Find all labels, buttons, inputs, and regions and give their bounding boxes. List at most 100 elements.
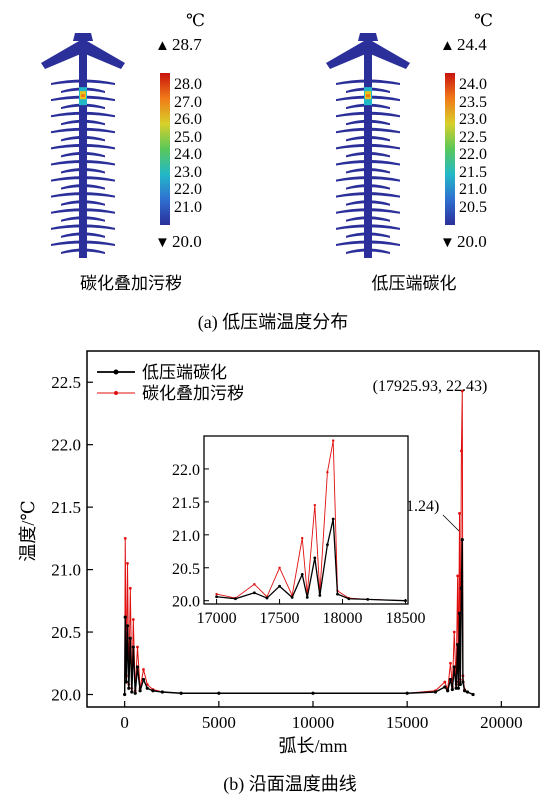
insulator-shed <box>51 192 115 198</box>
inset-x-tick-label: 18000 <box>323 610 363 627</box>
left-tick: 21.0 <box>174 199 202 216</box>
insulator-shed <box>346 151 390 158</box>
series-point <box>123 692 127 697</box>
series-point <box>124 680 128 684</box>
insulator-shed <box>61 200 105 206</box>
right-tick: 24.0 <box>459 76 487 93</box>
insulator-shed <box>51 240 115 246</box>
series-point <box>448 677 453 682</box>
legend-label-black: 低压端碳化 <box>142 363 227 382</box>
series-point <box>128 636 132 640</box>
series-point <box>125 624 130 628</box>
legend-marker-black <box>113 369 119 375</box>
right-tick: 21.5 <box>459 164 487 181</box>
insulator-shed <box>336 224 400 230</box>
left-max-label: 28.7 <box>172 35 202 54</box>
insulator-shed <box>346 135 390 142</box>
inset-y-ticks: 20.0 20.5 21.0 21.5 22.0 <box>172 462 209 611</box>
series-point <box>446 689 450 693</box>
series-point <box>215 595 218 599</box>
insulator-shed <box>61 232 105 238</box>
insulator-shed <box>61 135 105 142</box>
series-point <box>123 615 127 619</box>
series-point <box>463 689 467 693</box>
series-line <box>123 538 474 696</box>
series-point <box>151 689 155 693</box>
inset-y-tick-label: 22.0 <box>172 462 200 479</box>
insulator-right-model <box>326 33 410 258</box>
insulator-shed <box>336 208 400 214</box>
insulator-shed <box>61 168 105 174</box>
series-point <box>141 677 146 682</box>
series-point <box>217 691 221 695</box>
x-tick-label: 0 <box>120 713 129 732</box>
series-point <box>136 645 139 649</box>
series-point <box>234 597 237 601</box>
series-point <box>318 594 322 597</box>
series-point <box>278 584 281 588</box>
insulator-shed <box>336 159 400 166</box>
legend: 低压端碳化 碳化叠加污秽 <box>97 363 244 403</box>
insulator-hot-core <box>81 94 85 98</box>
y-tick-label: 20.5 <box>51 623 81 642</box>
panel-b: 0 5000 10000 15000 20000 20.0 20.5 21.0 21.5 22.… <box>18 350 540 795</box>
left-colorbar <box>160 73 170 225</box>
insulator-core <box>79 41 87 258</box>
insulator-shed <box>51 127 115 134</box>
insulator-shed <box>336 240 400 246</box>
inset-plot: 17000 17500 18000 18500 20.0 20.5 21.0 21.5 22.… <box>172 435 425 627</box>
inset-y-tick-label: 21.0 <box>172 528 200 545</box>
inset-y-tick-label: 21.5 <box>172 495 200 512</box>
series-point <box>128 586 132 590</box>
left-max-marker: ▲ <box>155 38 170 54</box>
series-point <box>471 692 475 697</box>
insulator-shed <box>51 208 115 214</box>
left-min-label: 20.0 <box>172 232 202 251</box>
series-point <box>179 691 183 695</box>
right-unit: ℃ <box>474 11 493 30</box>
inset-x-tick-label: 17000 <box>197 610 237 627</box>
series-point <box>405 691 409 695</box>
series-point <box>278 566 281 569</box>
left-tick: 27.0 <box>174 94 202 111</box>
series-point <box>130 690 134 694</box>
main-x-ticks: 0 5000 10000 15000 20000 <box>120 701 523 732</box>
series-point <box>305 596 309 599</box>
right-tick: 21.0 <box>459 181 487 198</box>
series-point <box>326 471 329 474</box>
right-colorbar-ticks: 24.0 23.5 23.0 22.5 22.0 21.5 21.0 20.5 <box>459 76 487 216</box>
insulator-shed <box>336 79 400 85</box>
right-max-label: 24.4 <box>457 35 487 54</box>
series-point <box>336 592 339 596</box>
series-point <box>456 574 460 578</box>
series-point <box>142 668 145 671</box>
x-tick-label: 20000 <box>480 713 523 732</box>
annotation-leader <box>442 514 460 532</box>
series-point <box>290 596 294 599</box>
insulator-shed <box>61 216 105 222</box>
series-point <box>131 618 135 621</box>
left-tick: 22.0 <box>174 181 202 198</box>
annotation-red-peak: (17925.93, 22.43) <box>373 378 488 395</box>
left-tick: 28.0 <box>174 76 202 93</box>
insulator-shed <box>51 79 115 85</box>
legend-item-red: 碳化叠加污秽 <box>97 384 244 403</box>
left-tick: 26.0 <box>174 111 202 128</box>
insulator-left: ℃ ▲ 28.7 28.0 27.0 26.0 25.0 24.0 23.0 2… <box>41 11 205 293</box>
right-max-marker: ▲ <box>440 38 455 54</box>
series-point <box>457 611 462 615</box>
inset-series <box>215 439 407 603</box>
insulator-shed <box>336 192 400 198</box>
insulator-shed <box>346 216 390 222</box>
series-point <box>131 645 135 649</box>
series-point <box>215 592 218 596</box>
series-point <box>127 686 131 690</box>
series-point <box>126 561 129 565</box>
x-tick-label: 10000 <box>292 713 335 732</box>
legend-item-black: 低压端碳化 <box>97 363 227 382</box>
series-point <box>454 686 458 690</box>
series-point <box>449 661 452 665</box>
series-point <box>459 586 464 590</box>
x-tick-label: 5000 <box>202 713 236 732</box>
